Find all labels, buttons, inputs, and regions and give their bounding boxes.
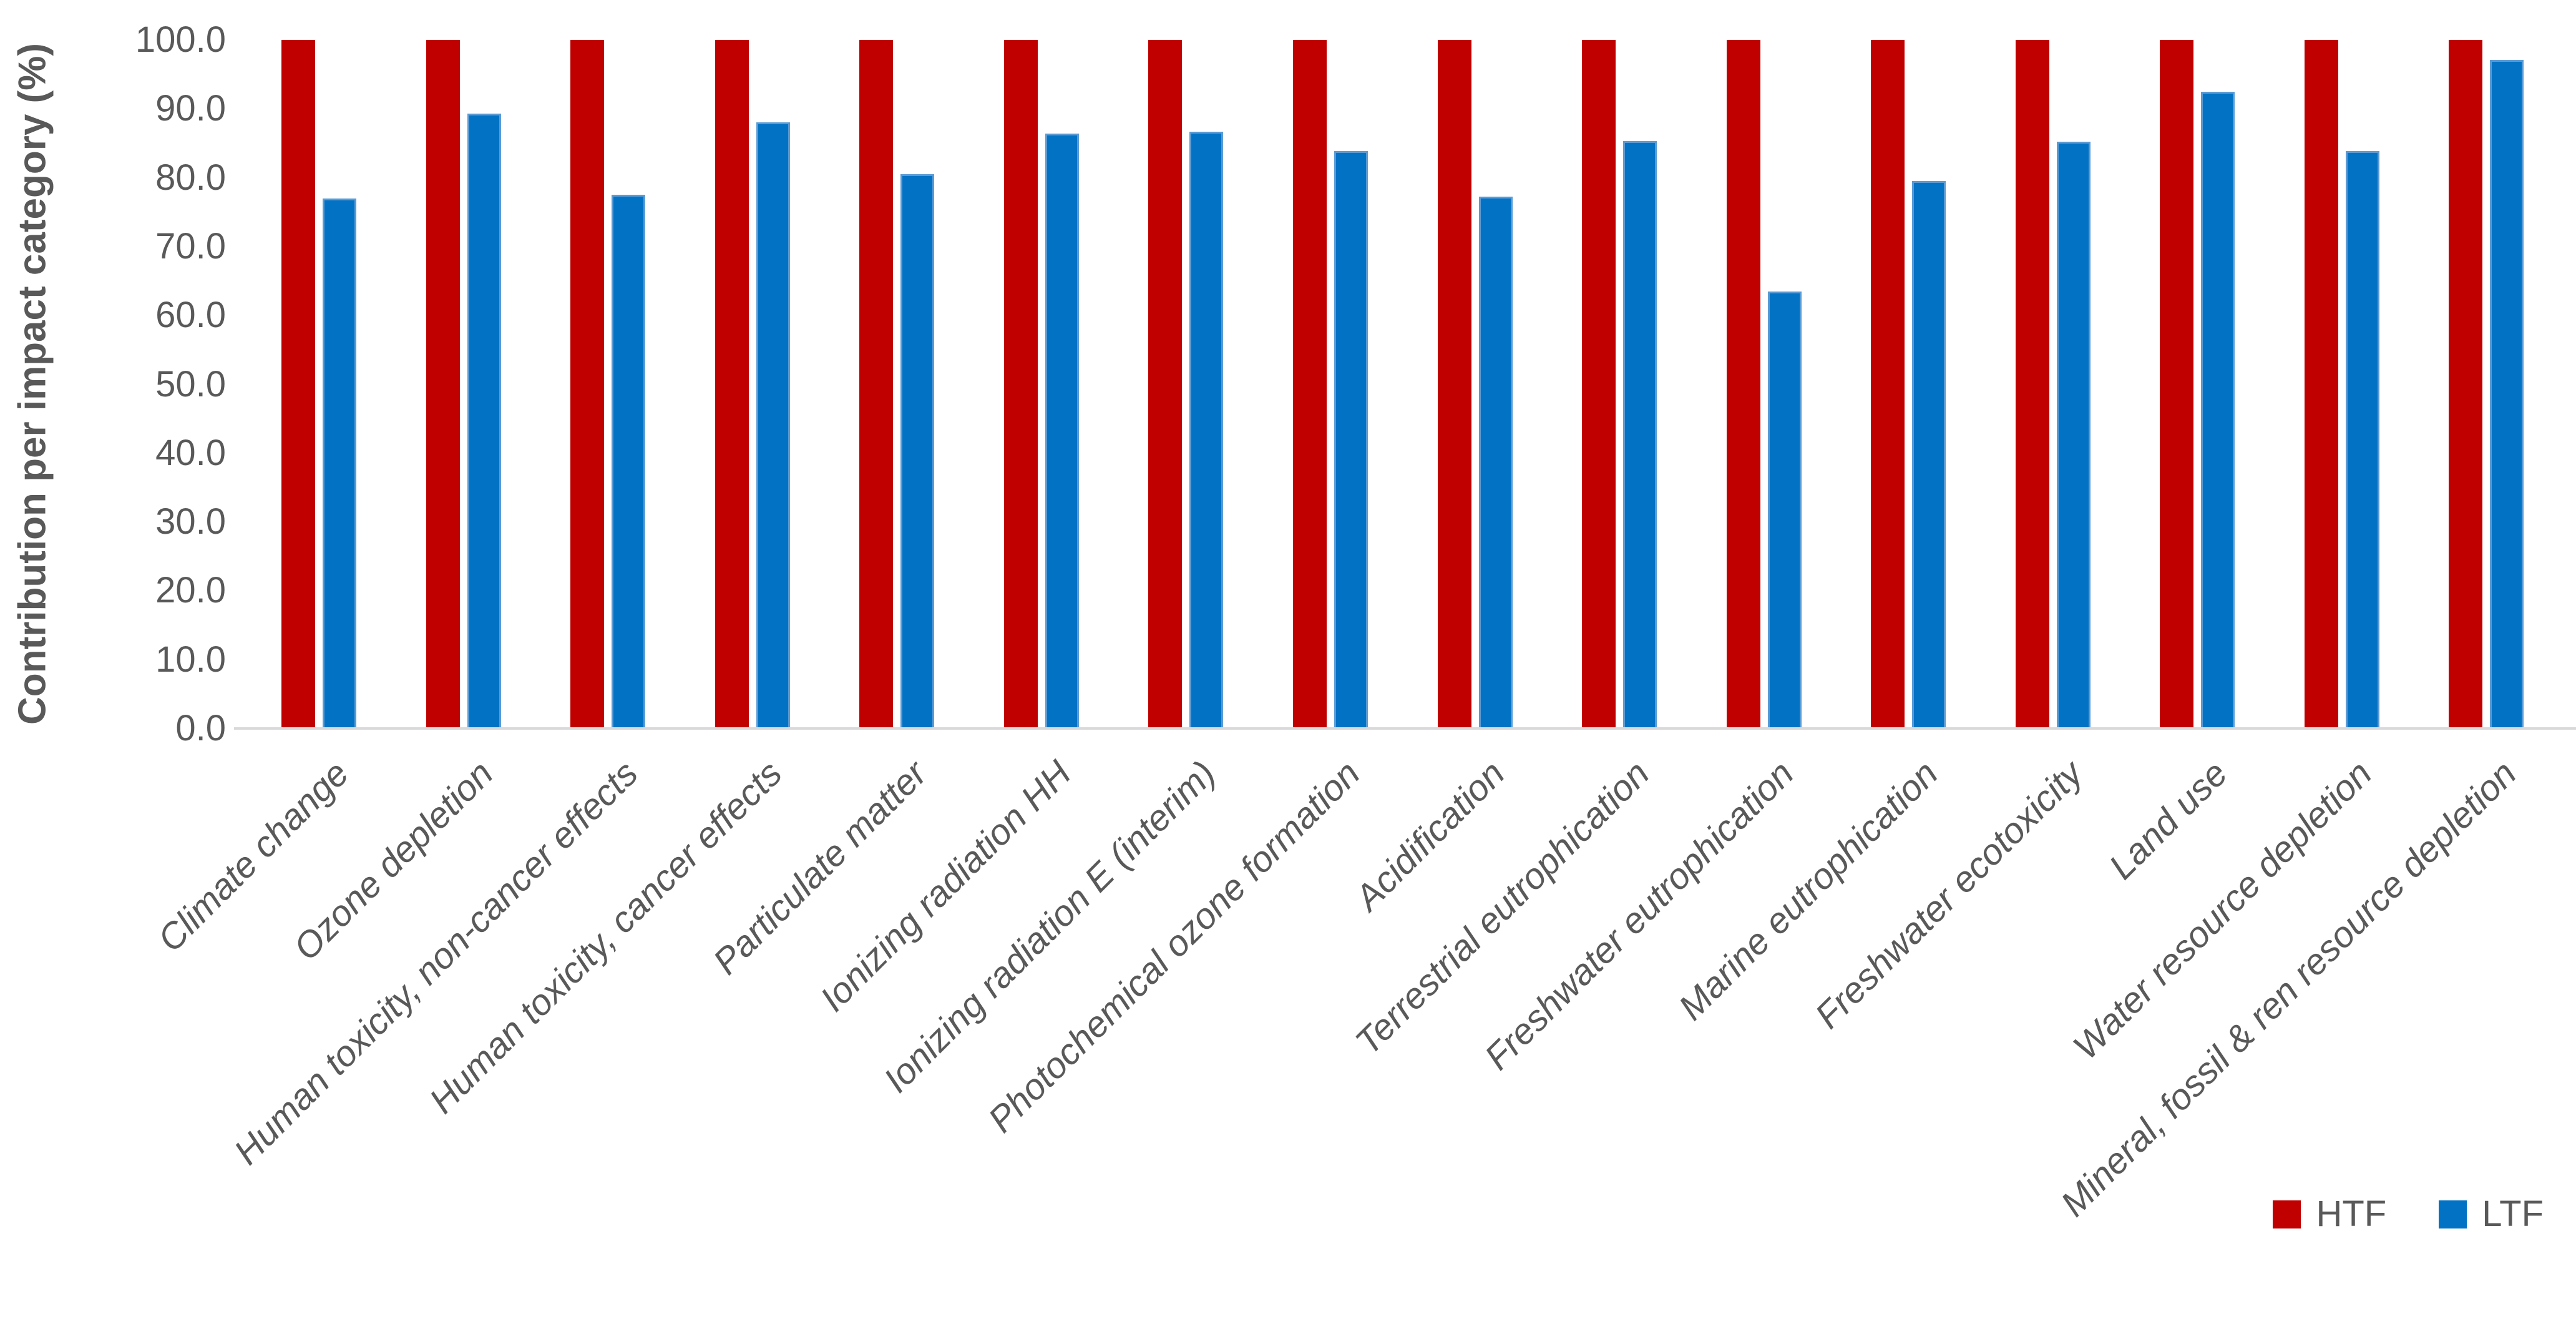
bar-htf: [2160, 40, 2194, 728]
bar-ltf: [756, 122, 790, 728]
y-tick-label: 100.0: [135, 19, 226, 60]
bar-ltf: [323, 198, 356, 728]
legend-swatch-ltf: [2439, 1200, 2467, 1228]
bar-htf: [715, 40, 749, 728]
y-tick-label: 60.0: [155, 295, 226, 336]
bar-htf: [1003, 40, 1038, 728]
bar-ltf: [1912, 181, 1946, 728]
x-axis-label: Land use: [2100, 753, 2235, 888]
y-tick-label: 10.0: [155, 639, 226, 680]
bar-ltf: [467, 114, 501, 728]
bar-htf: [281, 40, 315, 728]
y-tick-label: 40.0: [155, 432, 226, 473]
bar-ltf: [1623, 141, 1657, 728]
bar-htf: [859, 40, 894, 728]
legend-item-htf: HTF: [2273, 1196, 2386, 1232]
bar-htf: [1148, 40, 1183, 728]
y-tick-label: 0.0: [175, 708, 226, 748]
legend-label-ltf: LTF: [2482, 1194, 2544, 1234]
bar-ltf: [900, 174, 935, 728]
bar-htf: [2449, 40, 2483, 728]
plot-area: [246, 40, 2559, 728]
bar-ltf: [2056, 142, 2091, 728]
bar-ltf: [1189, 131, 1224, 728]
bar-ltf: [2490, 60, 2524, 728]
x-axis-label: Water resource depletion: [2065, 753, 2380, 1067]
y-tick-label: 20.0: [155, 570, 226, 611]
bar-ltf: [1334, 150, 1368, 728]
y-tick-label: 30.0: [155, 501, 226, 542]
bar-htf: [2015, 40, 2049, 728]
x-axis-label: Freshwater eutrophication: [1476, 753, 1802, 1078]
y-tick-label: 80.0: [155, 157, 226, 198]
x-axis-label: Terrestrial eutrophication: [1347, 753, 1657, 1063]
legend-label-htf: HTF: [2316, 1194, 2387, 1234]
x-axis-label: Freshwater ecotoxicity: [1807, 753, 2091, 1037]
legend: HTF LTF: [2273, 1196, 2544, 1232]
y-tick-label: 50.0: [155, 363, 226, 405]
bar-htf: [570, 40, 605, 728]
bar-ltf: [2201, 91, 2235, 728]
bar-ltf: [2345, 150, 2379, 728]
bar-htf: [426, 40, 460, 728]
bar-ltf: [612, 195, 646, 728]
bar-ltf: [1045, 134, 1079, 728]
bar-htf: [1582, 40, 1616, 728]
y-tick-label: 70.0: [155, 225, 226, 267]
bar-htf: [1437, 40, 1471, 728]
x-axis-label: Ionizing radiation HH: [812, 753, 1080, 1019]
y-tick-label: 90.0: [155, 88, 226, 129]
legend-item-ltf: LTF: [2439, 1196, 2544, 1232]
bar-ltf: [1478, 197, 1513, 728]
bar-htf: [2304, 40, 2338, 728]
bar-htf: [1726, 40, 1760, 728]
x-axis-line: [234, 727, 2576, 730]
legend-swatch-htf: [2273, 1200, 2301, 1228]
bar-htf: [1292, 40, 1327, 728]
bar-ltf: [1767, 291, 1802, 728]
x-axis-label: Marine eutrophication: [1671, 753, 1946, 1028]
bar-htf: [1871, 40, 1905, 728]
